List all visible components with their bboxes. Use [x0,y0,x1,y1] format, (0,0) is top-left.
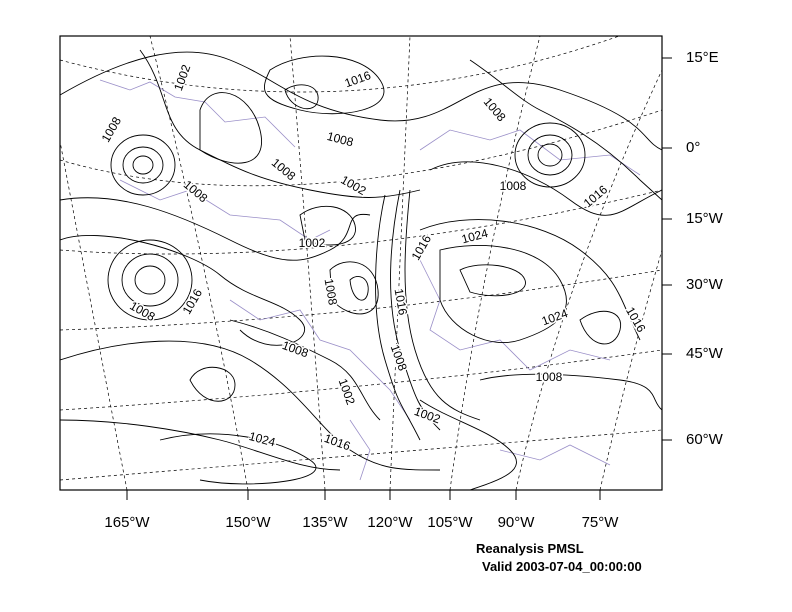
contour-label: 1002 [171,62,193,92]
contour-label: 1002 [412,404,442,426]
lon-label: 135°W [302,514,348,531]
axis-labels: 15°E 0° 15°W 30°W 45°W 60°W 165°W 150°W 135°W 120… [104,49,723,531]
contour-label: 1016 [623,305,649,335]
lon-label: 75°W [582,514,620,531]
contour-label: 1016 [322,431,352,453]
caption-valid: Valid 2003-07-04_00:00:00 [482,559,642,574]
lat-label: 30°W [686,276,724,293]
lat-label: 15°E [686,49,719,66]
contour-label: 1024 [248,429,278,450]
lon-label: 90°W [498,514,536,531]
contour-label: 1002 [299,236,326,250]
contour-label: 1008 [326,129,356,150]
contour-label: 1008 [536,370,563,384]
graticule [60,36,662,490]
contour-label: 1008 [481,95,509,125]
contour-label: 1016 [392,287,410,316]
map-frame [59,35,663,491]
contour-label: 1016 [343,68,373,90]
contour-label: 1008 [388,343,410,373]
contour-label: 1008 [280,338,310,360]
contour-label: 1008 [500,179,527,193]
contour-label: 1008 [181,177,211,205]
contour-label: 1008 [269,155,299,183]
lat-label: 0° [686,139,700,156]
lon-label: 105°W [427,514,473,531]
contour-label: 1024 [460,226,490,247]
map-body: 1002 1016 1008 1008 1008 1008 1008 1002 … [60,36,662,490]
isobars [60,49,662,490]
contour-label: 1002 [338,173,368,199]
contour-label: 1024 [540,306,570,328]
lon-label: 165°W [104,514,150,531]
contour-label: 1008 [322,277,340,306]
lon-label: 120°W [367,514,413,531]
lat-label: 15°W [686,210,724,227]
lat-label: 60°W [686,431,724,448]
caption-title: Reanalysis PMSL [476,541,584,556]
contour-label: 1016 [581,182,611,210]
coastlines [99,79,641,481]
lon-label: 150°W [225,514,271,531]
contour-label: 1008 [99,114,125,144]
contour-labels: 1002 1016 1008 1008 1008 1008 1008 1002 … [97,61,650,455]
lat-label: 45°W [686,345,724,362]
contour-label: 1016 [180,286,206,316]
contour-label: 1016 [409,232,435,262]
